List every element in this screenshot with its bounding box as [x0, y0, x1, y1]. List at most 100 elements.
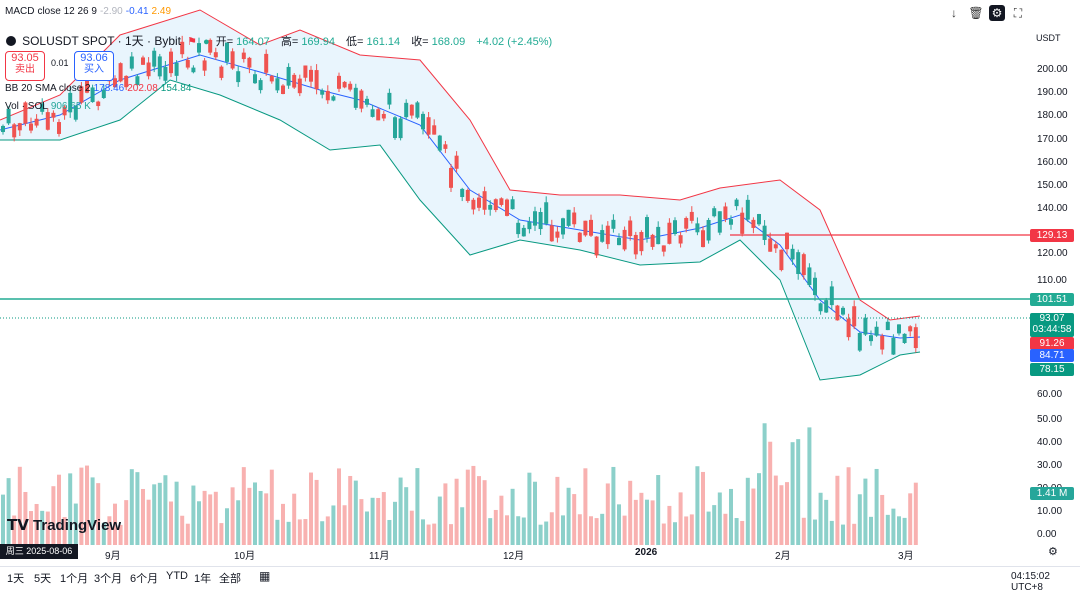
range-button[interactable]: 3个月 — [94, 573, 123, 585]
volume-bar — [348, 475, 353, 545]
candle-body — [566, 209, 571, 226]
symbol-title[interactable]: SOLUSDT SPOT · 1天 · Bybit — [22, 34, 181, 48]
volume-bar — [594, 518, 599, 545]
candle-body — [505, 199, 509, 216]
candle-body — [622, 229, 627, 250]
volume-bar — [902, 517, 907, 545]
month-label: 2月 — [775, 551, 791, 562]
calendar-icon[interactable]: ▦ — [259, 569, 271, 583]
candle-body — [751, 219, 756, 228]
volume-bar — [796, 439, 801, 545]
candle-body — [661, 245, 666, 252]
volume-bar — [141, 488, 145, 545]
macd-value-3: 2.49 — [151, 6, 172, 17]
volume-bar — [197, 501, 201, 545]
volume-bar — [499, 495, 504, 545]
volume-bar — [717, 492, 722, 545]
volume-bar — [443, 483, 448, 545]
vol-legend[interactable]: Vol · SOL 906.65 K — [5, 101, 94, 112]
tv-logo-icon: 𝗧𝗩 — [7, 517, 29, 534]
volume-bar — [734, 518, 739, 545]
volume-bar — [303, 519, 308, 545]
candle-body — [381, 113, 386, 119]
candle-body — [645, 217, 649, 238]
clock-time[interactable]: 04:15:02 UTC+8 — [1011, 571, 1050, 593]
candle-body — [174, 62, 179, 76]
volume-bar — [617, 504, 621, 545]
price-chart[interactable] — [0, 0, 1030, 566]
candle-body — [129, 56, 134, 69]
currency-label[interactable]: USDT — [1036, 33, 1061, 43]
candle-body — [678, 235, 683, 244]
logo-text: TradingView — [33, 517, 122, 534]
range-button[interactable]: YTD — [166, 570, 188, 582]
bb-legend[interactable]: BB 20 SMA close 2 178.46 202.08 154.84 — [5, 83, 194, 94]
bb-fill-area — [0, 10, 920, 380]
volume-bar — [729, 488, 733, 545]
arrow-down-icon[interactable]: ↓ — [951, 6, 957, 20]
axis-tick-label: 190.00 — [1037, 87, 1068, 99]
candle-body — [712, 208, 717, 217]
volume-bar — [135, 472, 140, 545]
range-button[interactable]: 1天 — [7, 573, 25, 585]
fullscreen-icon[interactable]: ⛶ — [1013, 6, 1023, 20]
volume-bar — [628, 480, 633, 545]
volume-bar — [437, 496, 442, 545]
candle-body — [650, 234, 655, 247]
candle-body — [583, 220, 588, 236]
buy-button[interactable]: 93.06 买入 — [74, 51, 114, 81]
volume-bar — [79, 467, 84, 545]
candle-body — [510, 199, 515, 210]
range-button[interactable]: 1个月 — [60, 573, 89, 585]
volume-bar — [762, 423, 767, 545]
volume-bar — [673, 522, 677, 545]
trash-icon[interactable]: 🗑 — [968, 6, 984, 20]
volume-bar — [34, 503, 39, 545]
volume-bar — [325, 516, 330, 545]
gear-icon[interactable]: ⚙ — [1048, 546, 1058, 558]
volume-bar — [51, 486, 56, 545]
macd-value-2: -0.41 — [125, 6, 149, 17]
candle-body — [482, 191, 487, 210]
volume-bar — [460, 507, 465, 545]
candle-body — [292, 74, 297, 88]
volume-bar — [880, 494, 885, 545]
range-button[interactable]: 全部 — [219, 573, 241, 585]
candle-body — [124, 75, 129, 88]
volume-bar — [85, 465, 89, 545]
candle-body — [773, 244, 778, 249]
candle-body — [779, 249, 784, 271]
candle-body — [701, 230, 705, 248]
sell-button[interactable]: 93.05 卖出 — [5, 51, 45, 81]
volume-bar — [852, 523, 857, 545]
bb-upper-line — [0, 9, 921, 321]
candle-body — [594, 236, 599, 256]
candle-body — [225, 42, 229, 62]
range-button[interactable]: 6个月 — [130, 573, 159, 585]
range-button[interactable]: 5天 — [34, 573, 52, 585]
axis-tick-label: 180.00 — [1037, 110, 1068, 122]
volume-bar — [611, 466, 616, 545]
volume-bar — [757, 473, 761, 545]
settings-icon[interactable]: ⚙ — [989, 5, 1005, 21]
volume-bar — [516, 516, 521, 545]
candle-body — [745, 199, 750, 220]
volume-bar — [527, 472, 532, 545]
price-label: 93.07 03:44:58 — [1030, 313, 1074, 337]
volume-bar — [1, 494, 5, 545]
candle-body — [449, 167, 453, 188]
sell-label: 卖出 — [15, 64, 35, 75]
candle-body — [538, 212, 543, 230]
sell-price: 93.05 — [11, 52, 39, 64]
month-label: 12月 — [503, 551, 525, 562]
candle-body — [706, 219, 711, 241]
candle-body — [135, 76, 140, 86]
candle-body — [398, 118, 403, 139]
volume-bar — [695, 466, 700, 545]
range-button[interactable]: 1年 — [194, 573, 212, 585]
flag-icon[interactable]: ⚑ — [187, 36, 197, 48]
candle-body — [656, 226, 661, 245]
candle-body — [62, 106, 67, 116]
candle-body — [337, 75, 341, 89]
volume-bar — [723, 513, 728, 545]
